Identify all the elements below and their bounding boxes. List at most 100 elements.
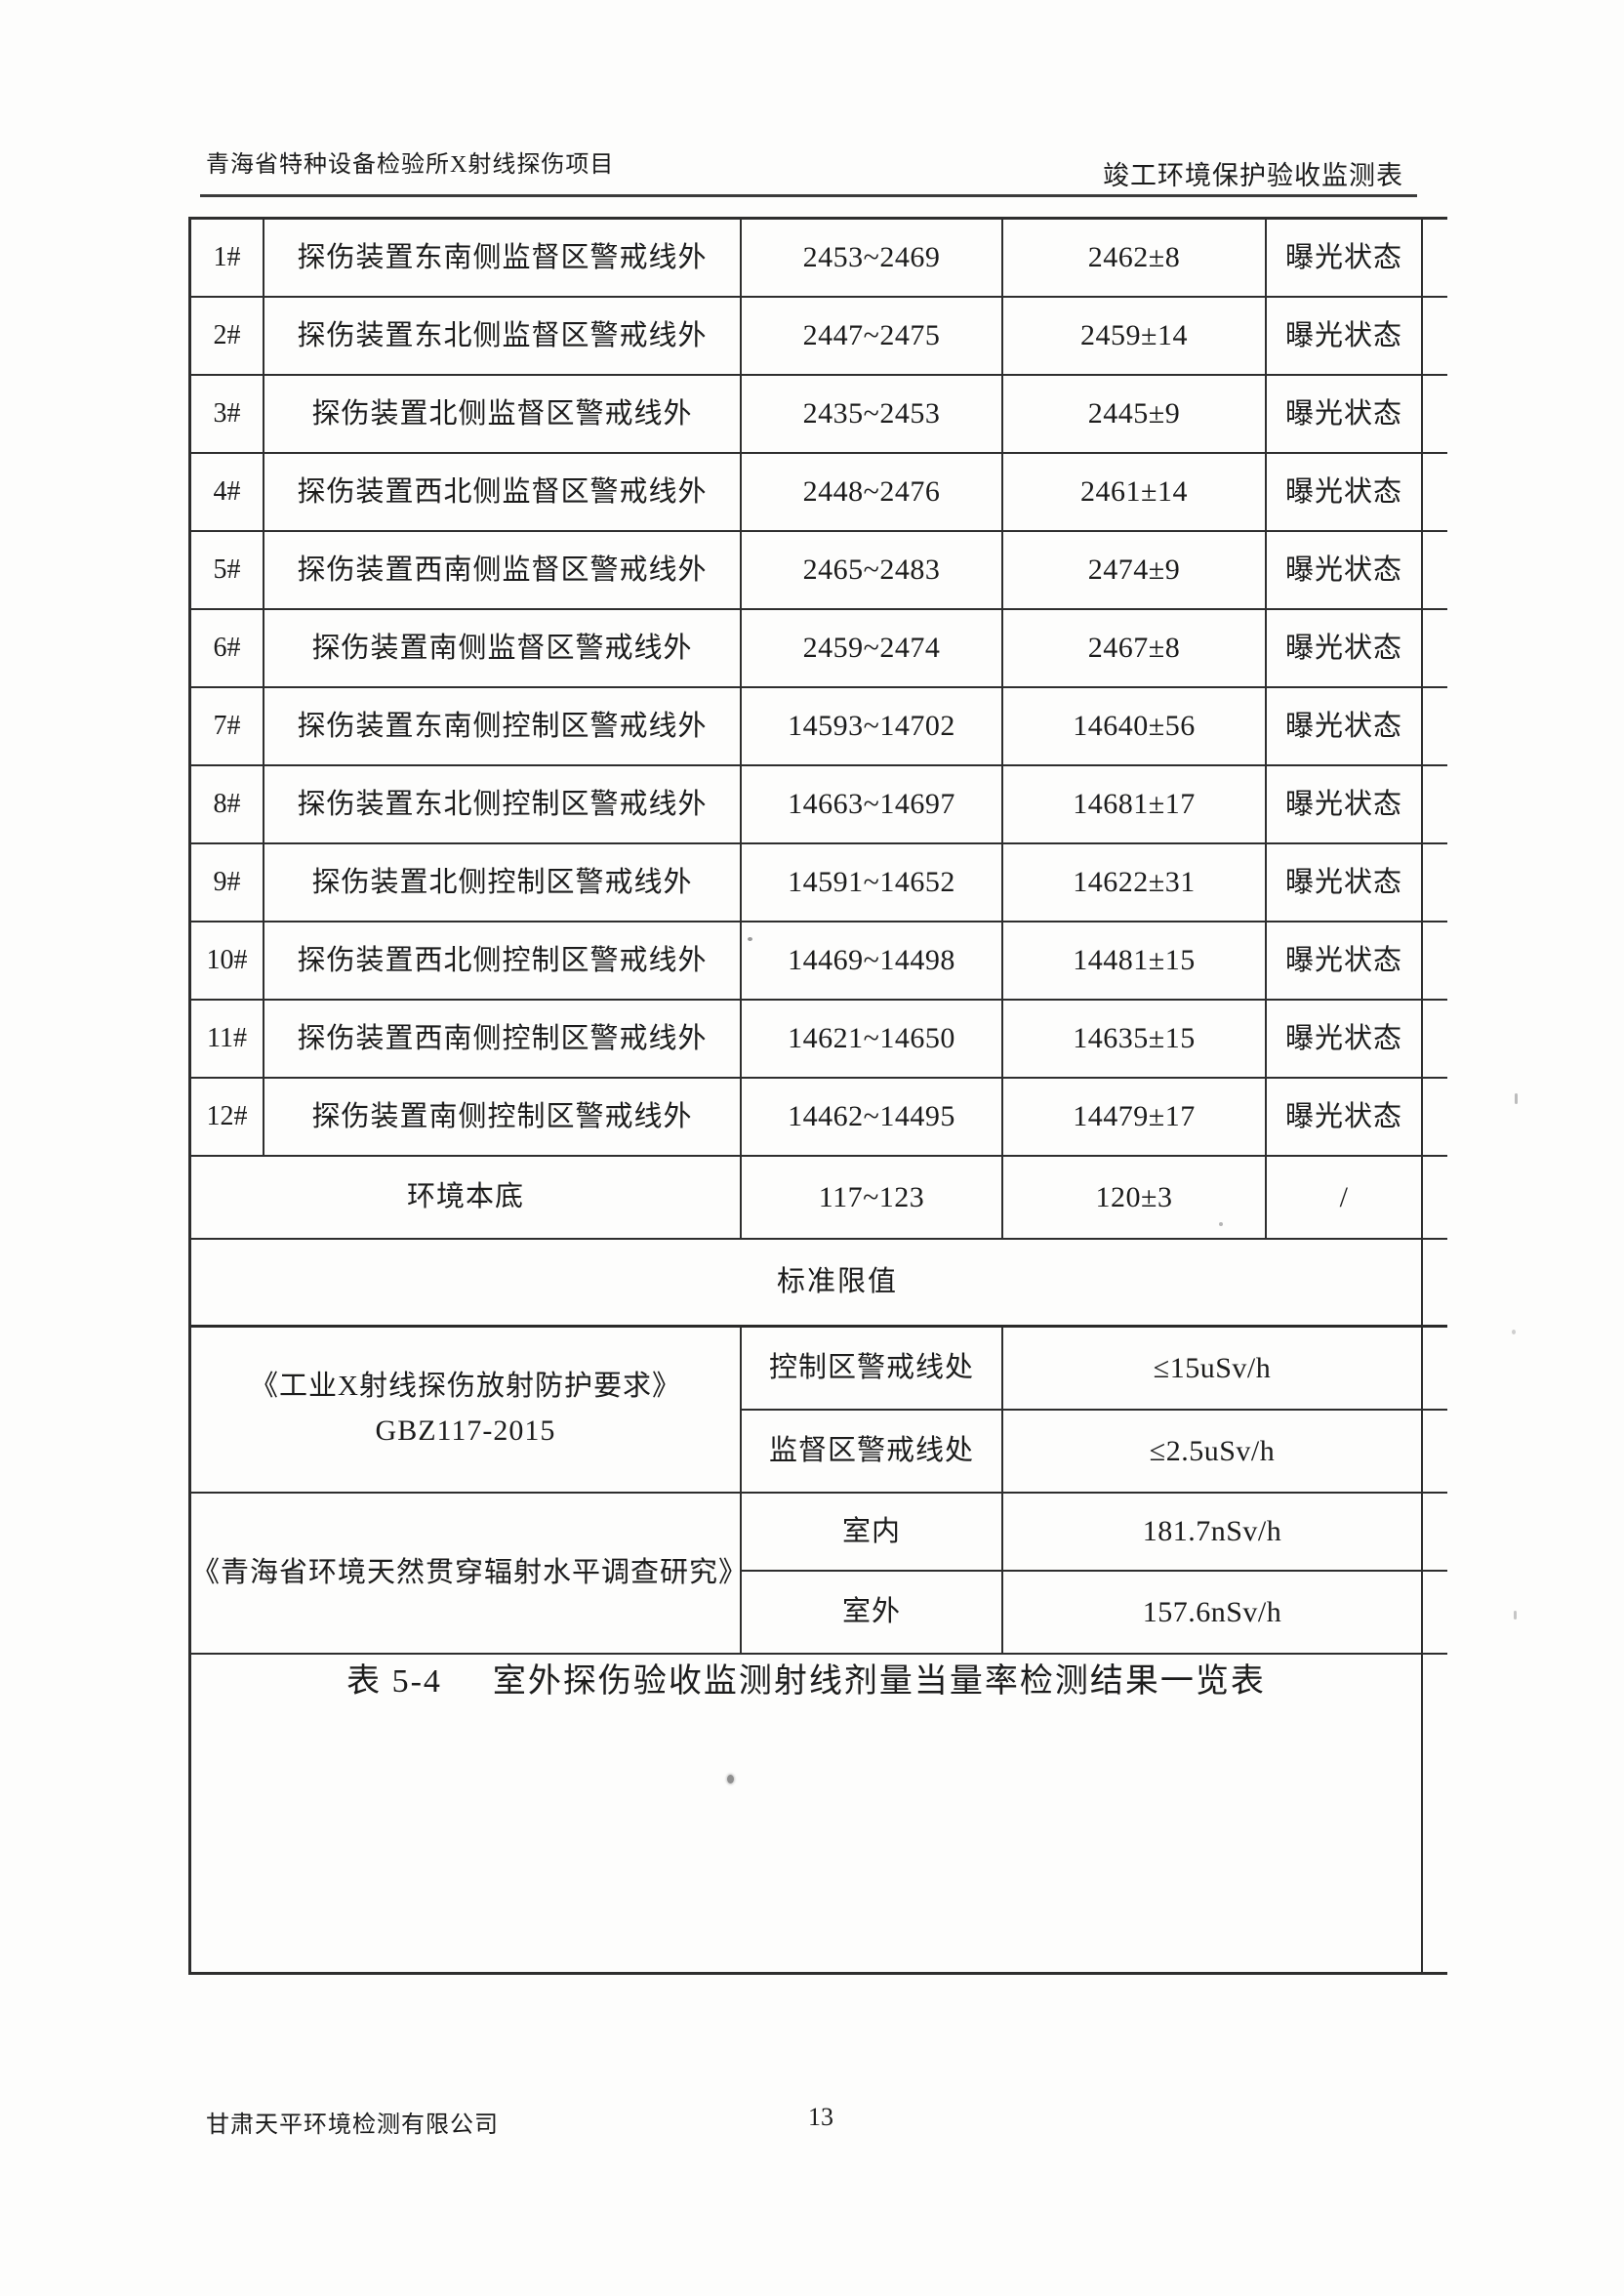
row-range: 2435~2453 — [742, 376, 1003, 454]
row-id: 12# — [191, 1079, 264, 1157]
line-overshoot — [1423, 454, 1447, 532]
next-table-caption-label: 表 5-4 — [346, 1663, 442, 1700]
line-overshoot — [1423, 532, 1447, 610]
row-range: 2453~2469 — [742, 220, 1003, 298]
row-location: 探伤装置东北侧控制区警戒线外 — [264, 766, 742, 844]
footer-company-name: 甘肃天平环境检测有限公司 — [206, 2112, 499, 2138]
row-range: 2447~2475 — [742, 298, 1003, 376]
line-overshoot — [1423, 1240, 1447, 1328]
row-location: 探伤装置东北侧监督区警戒线外 — [264, 298, 742, 376]
row-id: 6# — [191, 610, 264, 688]
row-location: 探伤装置西北侧监督区警戒线外 — [264, 454, 742, 532]
row-location: 探伤装置南侧监督区警戒线外 — [264, 610, 742, 688]
row-average: 2474±9 — [1003, 532, 1267, 610]
limit-value-supervised: ≤2.5uSv/h — [1003, 1411, 1423, 1494]
line-overshoot — [1423, 298, 1447, 376]
next-table-caption-text: 室外探伤验收监测射线剂量当量率检测结果一览表 — [492, 1663, 1266, 1700]
row-status: 曝光状态 — [1267, 844, 1423, 922]
row-average: 2459±14 — [1003, 298, 1267, 376]
standard-qinghai-name: 《青海省环境天然贯穿辐射水平调查研究》 — [191, 1494, 742, 1655]
row-location: 探伤装置东南侧控制区警戒线外 — [264, 688, 742, 766]
header-project-title: 青海省特种设备检验所X射线探伤项目 — [206, 152, 615, 178]
row-id: 1# — [191, 220, 264, 298]
line-overshoot — [1423, 1328, 1447, 1411]
limit-label-indoor: 室内 — [742, 1494, 1003, 1572]
row-id: 4# — [191, 454, 264, 532]
line-overshoot — [1423, 1572, 1447, 1655]
row-id: 11# — [191, 1001, 264, 1079]
row-range: 14591~14652 — [742, 844, 1003, 922]
background-range: 117~123 — [742, 1157, 1003, 1240]
row-average: 2445±9 — [1003, 376, 1267, 454]
row-id: 7# — [191, 688, 264, 766]
line-overshoot — [1423, 688, 1447, 766]
row-status: 曝光状态 — [1267, 1079, 1423, 1157]
row-status: 曝光状态 — [1267, 454, 1423, 532]
row-id: 8# — [191, 766, 264, 844]
background-status: / — [1267, 1157, 1423, 1240]
row-average: 2462±8 — [1003, 220, 1267, 298]
limit-label-supervised: 监督区警戒线处 — [742, 1411, 1003, 1494]
row-id: 5# — [191, 532, 264, 610]
row-id: 3# — [191, 376, 264, 454]
limit-value-outdoor: 157.6nSv/h — [1003, 1572, 1423, 1655]
row-status: 曝光状态 — [1267, 610, 1423, 688]
scan-speck — [748, 937, 752, 941]
row-location: 探伤装置南侧控制区警戒线外 — [264, 1079, 742, 1157]
line-overshoot — [1423, 1157, 1447, 1240]
limit-value-control: ≤15uSv/h — [1003, 1328, 1423, 1411]
background-label: 环境本底 — [191, 1157, 742, 1240]
limit-value-indoor: 181.7nSv/h — [1003, 1494, 1423, 1572]
limits-header-label: 标准限值 — [776, 1266, 898, 1298]
limit-label-outdoor: 室外 — [742, 1572, 1003, 1655]
row-range: 14462~14495 — [742, 1079, 1003, 1157]
line-overshoot — [1423, 922, 1447, 1001]
limit-label-control: 控制区警戒线处 — [742, 1328, 1003, 1411]
line-overshoot — [1423, 1079, 1447, 1157]
row-location: 探伤装置北侧监督区警戒线外 — [264, 376, 742, 454]
row-range: 14663~14697 — [742, 766, 1003, 844]
scan-speck — [727, 1775, 734, 1784]
row-average: 14622±31 — [1003, 844, 1267, 922]
row-status: 曝光状态 — [1267, 376, 1423, 454]
line-overshoot — [1423, 844, 1447, 922]
row-status: 曝光状态 — [1267, 1001, 1423, 1079]
row-range: 14593~14702 — [742, 688, 1003, 766]
line-overshoot — [1423, 1411, 1447, 1494]
row-average: 2461±14 — [1003, 454, 1267, 532]
background-average: 120±3 — [1003, 1157, 1267, 1240]
standard-gbz-name-line1: 《工业X射线探伤放射防护要求》 — [250, 1371, 681, 1403]
row-location: 探伤装置北侧控制区警戒线外 — [264, 844, 742, 922]
scan-speck — [1515, 1093, 1518, 1104]
row-average: 2467±8 — [1003, 610, 1267, 688]
next-table-caption-cell: 表 5-4 室外探伤验收监测射线剂量当量率检测结果一览表 — [191, 1655, 1423, 1972]
header-rule — [200, 194, 1417, 197]
line-overshoot — [1423, 220, 1447, 298]
row-id: 10# — [191, 922, 264, 1001]
line-overshoot — [1423, 1655, 1447, 1972]
row-status: 曝光状态 — [1267, 766, 1423, 844]
limits-header-cell: 标准限值 — [191, 1240, 1423, 1328]
scan-speck — [1512, 1330, 1516, 1334]
line-overshoot — [1423, 610, 1447, 688]
row-range: 14621~14650 — [742, 1001, 1003, 1079]
row-average: 14635±15 — [1003, 1001, 1267, 1079]
line-overshoot — [1423, 376, 1447, 454]
row-range: 14469~14498 — [742, 922, 1003, 1001]
line-overshoot — [1423, 1494, 1447, 1572]
row-id: 2# — [191, 298, 264, 376]
row-status: 曝光状态 — [1267, 298, 1423, 376]
row-average: 14640±56 — [1003, 688, 1267, 766]
row-status: 曝光状态 — [1267, 532, 1423, 610]
scan-speck — [1514, 1611, 1517, 1620]
line-overshoot — [1423, 1001, 1447, 1079]
row-average: 14681±17 — [1003, 766, 1267, 844]
scan-speck — [1219, 1222, 1223, 1226]
row-range: 2465~2483 — [742, 532, 1003, 610]
row-average: 14481±15 — [1003, 922, 1267, 1001]
row-status: 曝光状态 — [1267, 922, 1423, 1001]
standard-gbz-name-line2: GBZ117-2015 — [375, 1414, 556, 1448]
row-location: 探伤装置西北侧控制区警戒线外 — [264, 922, 742, 1001]
row-id: 9# — [191, 844, 264, 922]
